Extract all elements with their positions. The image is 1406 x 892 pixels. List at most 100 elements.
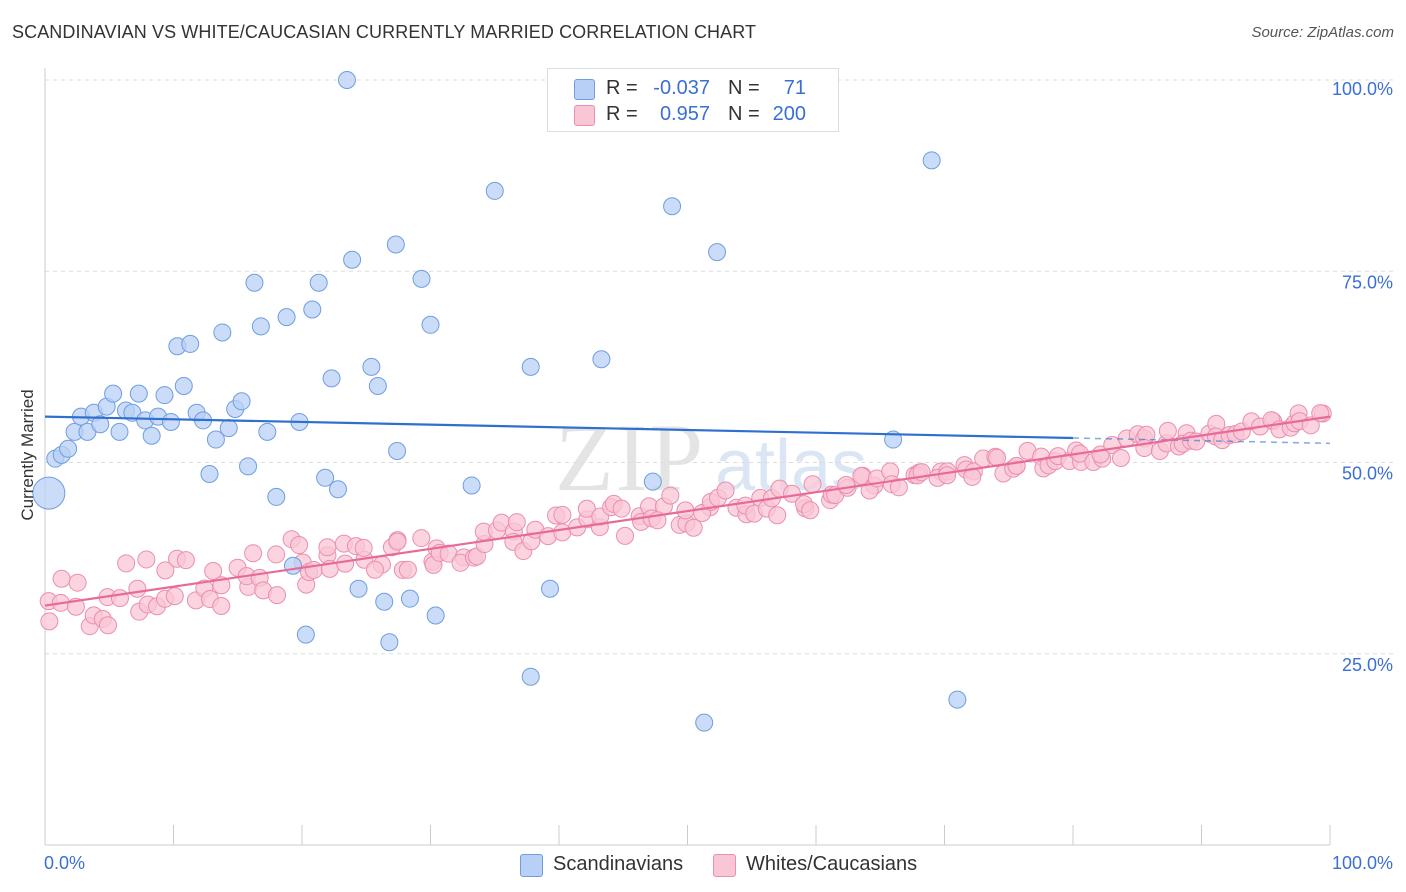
- data-point-whites: [52, 569, 71, 588]
- data-point-scandinavians: [32, 476, 66, 510]
- data-point-whites: [204, 562, 223, 581]
- data-point-whites: [365, 560, 384, 579]
- trend-line-whites: [44, 415, 1331, 607]
- data-point-whites: [336, 554, 355, 573]
- axes: [44, 68, 1331, 846]
- legend-r-value: -0.037: [653, 77, 710, 99]
- legend-n-label: N =: [728, 77, 760, 99]
- data-point-whites: [616, 526, 635, 545]
- data-point-whites: [165, 587, 184, 606]
- data-point-scandinavians: [349, 579, 368, 598]
- data-point-scandinavians: [284, 556, 303, 575]
- legend-n-value: 200: [772, 103, 806, 125]
- source-credit: Source: ZipAtlas.com: [1251, 24, 1394, 41]
- data-point-whites: [267, 545, 286, 564]
- data-point-scandinavians: [309, 273, 328, 292]
- chart-title: SCANDINAVIAN VS WHITE/CAUCASIAN CURRENTL…: [12, 22, 757, 42]
- data-point-scandinavians: [322, 369, 341, 388]
- data-point-scandinavians: [110, 422, 129, 441]
- data-point-scandinavians: [663, 197, 682, 216]
- legend-n-label: N =: [728, 103, 760, 125]
- legend-row-whites: R = 0.957 N = 200: [548, 101, 838, 127]
- data-point-whites: [98, 616, 117, 635]
- watermark-zip: ZIP: [555, 404, 705, 511]
- data-point-whites: [837, 476, 856, 495]
- data-point-scandinavians: [59, 439, 78, 458]
- trend-line-scandinavians-extension: [1072, 437, 1331, 445]
- y-tick-label: 75.0%: [1342, 272, 1393, 292]
- data-point-scandinavians: [91, 415, 110, 434]
- data-point-whites: [803, 475, 822, 494]
- series-scandinavians-points: [32, 71, 967, 732]
- data-point-scandinavians: [375, 592, 394, 611]
- data-point-scandinavians: [277, 308, 296, 327]
- data-point-scandinavians: [386, 235, 405, 254]
- data-point-whites: [137, 550, 156, 569]
- legend-swatch-blue: [574, 79, 595, 100]
- data-point-scandinavians: [200, 464, 219, 483]
- data-point-whites: [176, 551, 195, 570]
- data-point-scandinavians: [239, 457, 258, 476]
- data-point-whites: [684, 518, 703, 537]
- data-point-whites: [612, 499, 631, 518]
- data-point-scandinavians: [251, 317, 270, 336]
- data-point-scandinavians: [258, 422, 277, 441]
- data-point-whites: [412, 529, 431, 548]
- data-point-scandinavians: [161, 412, 180, 431]
- data-point-scandinavians: [592, 350, 611, 369]
- legend-n-value: 71: [783, 77, 806, 99]
- data-point-whites: [117, 554, 136, 573]
- legend-swatch-blue: [520, 854, 543, 877]
- data-point-scandinavians: [948, 690, 967, 709]
- data-point-scandinavians: [922, 151, 941, 170]
- data-point-scandinavians: [380, 633, 399, 652]
- data-point-scandinavians: [155, 386, 174, 405]
- y-tick-label: 25.0%: [1342, 655, 1393, 675]
- data-point-whites: [304, 560, 323, 579]
- data-point-scandinavians: [316, 468, 335, 487]
- data-point-scandinavians: [296, 625, 315, 644]
- data-point-scandinavians: [368, 377, 387, 395]
- data-point-whites: [1158, 421, 1177, 440]
- data-point-whites: [68, 573, 87, 592]
- data-point-scandinavians: [400, 589, 419, 608]
- legend-r-value: 0.957: [659, 103, 710, 125]
- data-point-scandinavians: [695, 713, 714, 732]
- data-point-scandinavians: [521, 667, 540, 686]
- legend-label-whites: Whites/Caucasians: [746, 853, 918, 875]
- data-point-whites: [156, 561, 175, 580]
- data-point-whites: [290, 536, 309, 555]
- data-point-scandinavians: [181, 334, 200, 353]
- x-tick-label: 0.0%: [44, 853, 85, 873]
- data-point-scandinavians: [303, 300, 322, 319]
- legend-r-label: R =: [606, 77, 638, 99]
- trend-lines: [44, 415, 1331, 607]
- data-point-whites: [553, 505, 572, 524]
- data-point-whites: [1111, 448, 1130, 467]
- data-point-whites: [889, 478, 908, 497]
- data-point-scandinavians: [643, 472, 662, 491]
- data-point-whites: [212, 596, 231, 615]
- trend-line-scandinavians: [44, 415, 1074, 440]
- data-point-whites: [768, 506, 787, 525]
- legend-label-scandinavians: Scandinavians: [553, 853, 684, 875]
- data-point-scandinavians: [245, 273, 264, 292]
- data-point-whites: [40, 612, 59, 631]
- data-point-whites: [128, 579, 147, 598]
- legend-row-scandinavians: R = -0.037 N = 71: [548, 75, 838, 101]
- y-tick-label: 100.0%: [1332, 79, 1393, 99]
- data-point-whites: [110, 589, 129, 608]
- data-point-scandinavians: [337, 71, 356, 89]
- y-tick-label: 50.0%: [1342, 464, 1393, 484]
- data-point-whites: [1007, 456, 1026, 475]
- data-point-whites: [716, 481, 735, 500]
- data-point-scandinavians: [421, 315, 440, 334]
- data-point-scandinavians: [142, 426, 161, 445]
- legend-swatch-pink: [574, 105, 595, 126]
- data-point-scandinavians: [267, 487, 286, 506]
- data-point-whites: [354, 538, 373, 557]
- data-point-whites: [507, 513, 526, 532]
- data-point-whites: [268, 586, 287, 605]
- data-point-whites: [318, 538, 337, 557]
- data-point-whites: [661, 486, 680, 505]
